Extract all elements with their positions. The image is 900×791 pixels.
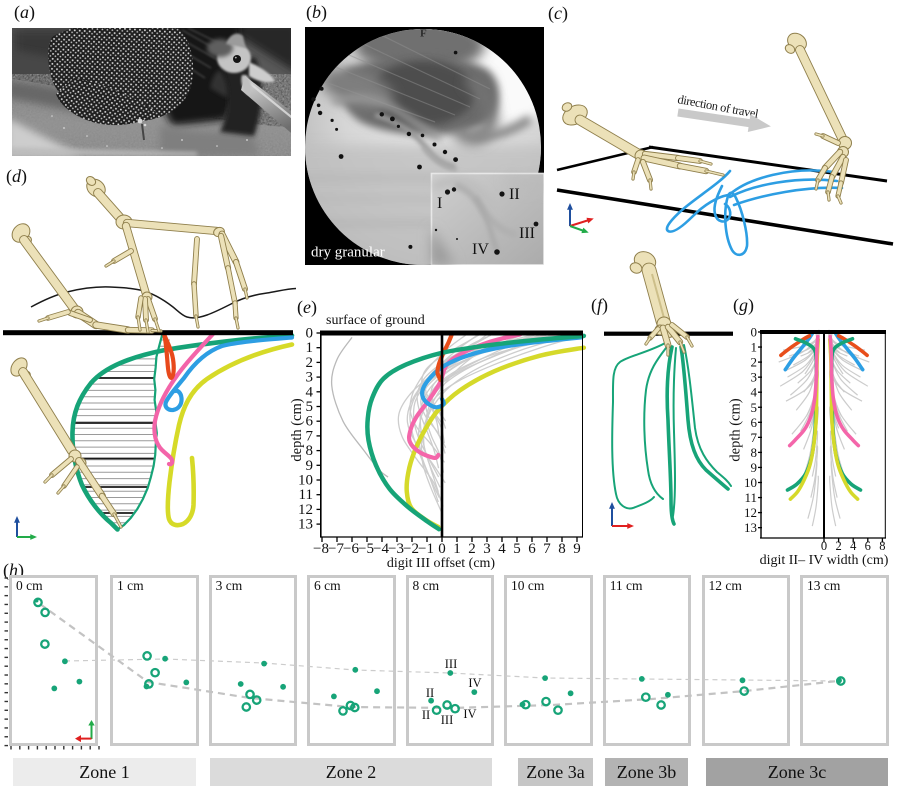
svg-text:depth (cm): depth (cm) <box>728 398 744 461</box>
svg-text:7: 7 <box>306 428 314 444</box>
svg-text:0: 0 <box>821 539 827 553</box>
svg-text:6: 6 <box>865 539 871 553</box>
svg-text:2: 2 <box>751 355 758 370</box>
svg-text:11: 11 <box>744 490 757 505</box>
svg-text:6: 6 <box>306 414 314 430</box>
svg-text:0: 0 <box>306 326 314 342</box>
svg-text:4: 4 <box>306 384 314 400</box>
svg-text:I: I <box>437 195 442 212</box>
svg-text:8: 8 <box>879 539 885 553</box>
svg-text:−3: −3 <box>388 541 404 557</box>
svg-text:2: 2 <box>306 355 314 371</box>
svg-text:digit II– IV width (cm): digit II– IV width (cm) <box>760 553 889 568</box>
svg-text:3: 3 <box>483 541 491 557</box>
svg-text:9: 9 <box>573 541 581 557</box>
svg-text:surface of ground: surface of ground <box>326 313 425 328</box>
svg-text:2: 2 <box>835 539 841 553</box>
svg-text:−5: −5 <box>358 541 374 557</box>
svg-text:3: 3 <box>306 370 314 386</box>
svg-text:13: 13 <box>298 517 313 533</box>
svg-text:II: II <box>422 708 430 722</box>
svg-text:1: 1 <box>306 340 314 356</box>
svg-text:3: 3 <box>751 370 758 385</box>
svg-text:digit III offset (cm): digit III offset (cm) <box>387 556 496 571</box>
svg-text:−1: −1 <box>418 541 434 557</box>
svg-text:7: 7 <box>543 541 551 557</box>
svg-text:13: 13 <box>744 520 757 535</box>
svg-text:−2: −2 <box>403 541 419 557</box>
svg-text:II: II <box>426 686 434 700</box>
svg-text:1: 1 <box>453 541 461 557</box>
svg-text:II: II <box>509 186 520 203</box>
svg-text:−7: −7 <box>328 541 344 557</box>
svg-text:IV: IV <box>463 707 476 721</box>
svg-text:6: 6 <box>528 541 536 557</box>
svg-text:12: 12 <box>298 502 313 518</box>
svg-text:6: 6 <box>751 415 758 430</box>
svg-text:5: 5 <box>751 400 758 415</box>
svg-text:0: 0 <box>438 541 446 557</box>
svg-text:10: 10 <box>298 473 313 489</box>
svg-text:8: 8 <box>751 445 758 460</box>
svg-text:2: 2 <box>468 541 476 557</box>
svg-text:III: III <box>519 225 535 242</box>
svg-text:depth (cm): depth (cm) <box>289 398 305 461</box>
svg-text:7: 7 <box>751 430 758 445</box>
svg-text:4: 4 <box>751 385 758 400</box>
svg-text:8: 8 <box>306 443 314 459</box>
svg-text:0: 0 <box>751 325 758 340</box>
svg-text:8: 8 <box>558 541 566 557</box>
svg-text:IV: IV <box>468 676 481 690</box>
svg-text:dry granular: dry granular <box>311 245 385 261</box>
svg-text:4: 4 <box>498 541 506 557</box>
svg-text:III: III <box>441 713 454 727</box>
svg-text:10: 10 <box>744 475 757 490</box>
svg-text:F: F <box>420 28 427 40</box>
svg-text:1: 1 <box>751 340 758 355</box>
svg-text:12: 12 <box>744 505 757 520</box>
svg-text:IV: IV <box>472 241 489 258</box>
svg-text:−8: −8 <box>313 541 329 557</box>
svg-text:5: 5 <box>306 399 314 415</box>
svg-text:9: 9 <box>751 460 758 475</box>
svg-text:4: 4 <box>850 539 857 553</box>
svg-text:−6: −6 <box>343 541 359 557</box>
svg-text:11: 11 <box>299 487 313 503</box>
svg-text:9: 9 <box>306 458 314 474</box>
svg-text:−4: −4 <box>373 541 389 557</box>
svg-text:III: III <box>445 657 458 671</box>
svg-text:5: 5 <box>513 541 521 557</box>
